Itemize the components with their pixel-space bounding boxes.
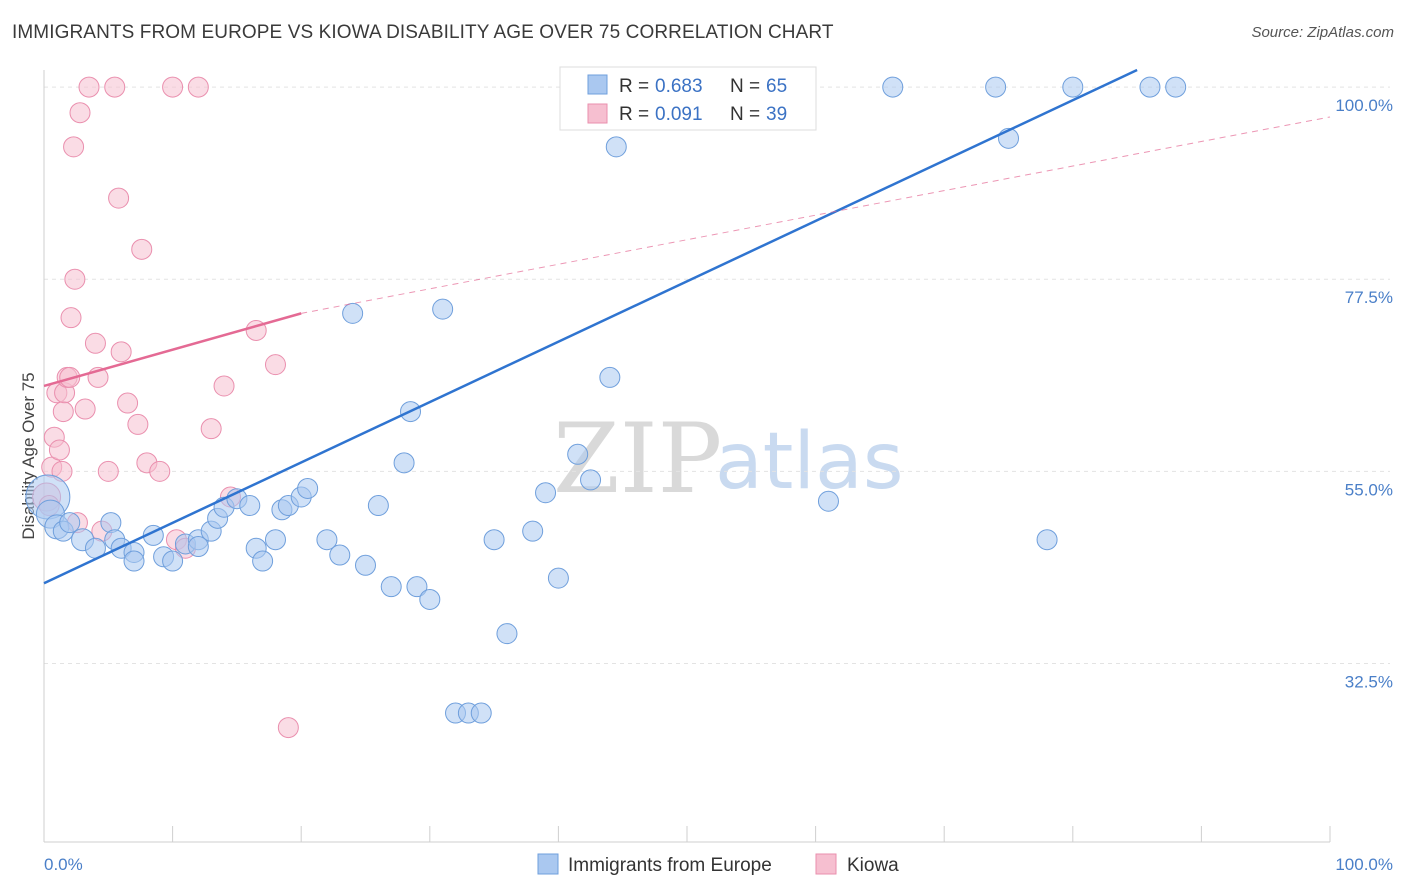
europe-point-44 [483, 529, 505, 551]
stats-legend-swatch-europe [587, 74, 608, 95]
kiowa-point-11 [60, 307, 82, 329]
kiowa-point-39 [277, 717, 299, 739]
kiowa-point-16 [74, 398, 96, 420]
legend-label-kiowa: Kiowa [847, 855, 899, 876]
europe-point-25 [264, 529, 286, 551]
kiowa-trend-line [43, 312, 302, 388]
europe-point-47 [535, 482, 557, 504]
y-tick-label-3: 32.5% [1345, 673, 1393, 692]
kiowa-point-5 [48, 439, 70, 461]
europe-point-50 [580, 469, 602, 491]
kiowa-point-33 [187, 76, 209, 98]
europe-point-31 [329, 544, 351, 566]
kiowa-point-35 [213, 375, 235, 397]
kiowa-point-18 [84, 332, 106, 354]
grid-lines [44, 86, 1390, 665]
kiowa-point-15 [69, 102, 91, 124]
stats-r-value-kiowa: 0.091 [655, 104, 703, 125]
europe-point-39 [419, 588, 441, 610]
kiowa-point-22 [104, 76, 126, 98]
europe-point-43 [470, 702, 492, 724]
kiowa-point-13 [64, 268, 86, 290]
legend-label-europe: Immigrants from Europe [568, 855, 772, 876]
europe-point-57 [817, 490, 839, 512]
europe-point-11 [123, 550, 145, 572]
kiowa-trend-extension [301, 116, 1331, 314]
y-tick-labels: 100.0% 77.5% 55.0% 32.5% [1335, 96, 1393, 691]
x-tick-label-min: 0.0% [44, 855, 83, 874]
europe-point-59 [985, 76, 1007, 98]
y-tick-label-2: 55.0% [1345, 480, 1393, 499]
europe-point-4 [59, 512, 81, 534]
kiowa-point-29 [149, 460, 171, 482]
y-tick-label-0: 100.0% [1335, 96, 1393, 115]
europe-point-40 [432, 298, 454, 320]
kiowa-point-30 [162, 76, 184, 98]
europe-point-24 [252, 550, 274, 572]
europe-points [25, 76, 1187, 724]
stats-legend-swatch-kiowa [587, 103, 608, 124]
legend-swatch-kiowa [815, 853, 837, 875]
europe-point-30 [316, 529, 338, 551]
watermark-atlas: atlas [715, 417, 904, 507]
europe-point-64 [1165, 76, 1187, 98]
europe-trend-line [43, 68, 1138, 585]
kiowa-point-23 [108, 187, 130, 209]
kiowa-points [32, 76, 299, 739]
europe-point-48 [547, 567, 569, 589]
europe-point-51 [599, 366, 621, 388]
kiowa-point-27 [131, 238, 153, 260]
stats-r-label-europe: R = [619, 76, 649, 97]
y-tick-label-1: 77.5% [1345, 288, 1393, 307]
x-ticks [43, 826, 1331, 842]
europe-point-61 [1036, 529, 1058, 551]
kiowa-point-12 [63, 136, 85, 158]
europe-point-63 [1139, 76, 1161, 98]
source-credit: Source: ZipAtlas.com [1251, 24, 1394, 41]
stats-n-label-europe: N = [730, 76, 760, 97]
stats-r-value-europe: 0.683 [655, 76, 703, 97]
kiowa-point-38 [264, 354, 286, 376]
stats-legend: R = 0.683 N = 65 R = 0.091 N = 39 [559, 66, 817, 131]
kiowa-point-25 [117, 392, 139, 414]
stats-n-label-kiowa: N = [730, 104, 760, 125]
europe-point-45 [496, 623, 518, 645]
kiowa-point-7 [52, 401, 74, 423]
stats-r-label-kiowa: R = [619, 104, 649, 125]
trend-lines [43, 68, 1331, 585]
europe-point-52 [605, 136, 627, 158]
europe-point-17 [187, 536, 209, 558]
europe-point-34 [367, 495, 389, 517]
stats-n-value-kiowa: 39 [766, 104, 787, 125]
europe-point-32 [342, 302, 364, 324]
x-tick-label-max: 100.0% [1335, 855, 1393, 874]
bottom-legend: Immigrants from Europe Kiowa [537, 853, 899, 876]
europe-point-36 [393, 452, 415, 474]
europe-point-22 [239, 495, 261, 517]
europe-point-7 [100, 512, 122, 534]
europe-point-58 [882, 76, 904, 98]
europe-point-33 [355, 554, 376, 576]
europe-point-38 [406, 576, 428, 598]
europe-point-29 [297, 477, 319, 499]
legend-swatch-europe [537, 853, 559, 875]
kiowa-point-34 [200, 418, 222, 440]
stats-n-value-europe: 65 [766, 76, 787, 97]
kiowa-point-26 [127, 413, 149, 435]
europe-point-35 [380, 576, 402, 598]
europe-point-62 [1062, 76, 1084, 98]
kiowa-point-17 [78, 76, 100, 98]
chart-title: IMMIGRANTS FROM EUROPE VS KIOWA DISABILI… [12, 22, 834, 43]
kiowa-point-24 [110, 341, 132, 363]
europe-point-46 [522, 520, 544, 542]
kiowa-point-21 [97, 460, 119, 482]
europe-point-14 [162, 550, 184, 572]
europe-point-49 [567, 443, 589, 465]
